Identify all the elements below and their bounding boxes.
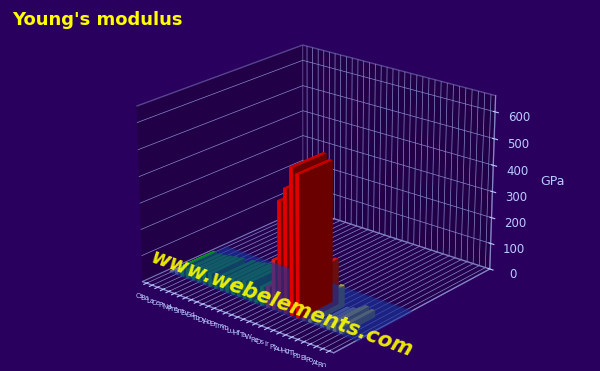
Text: www.webelements.com: www.webelements.com — [148, 247, 416, 361]
Text: Young's modulus: Young's modulus — [12, 11, 182, 29]
